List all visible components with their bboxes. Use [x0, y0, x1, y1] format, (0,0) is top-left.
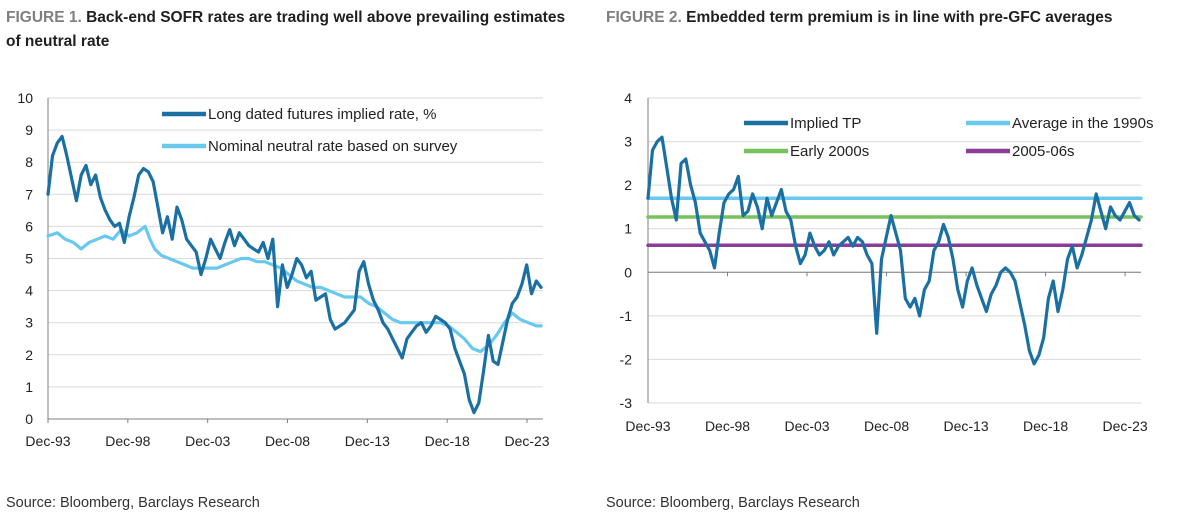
figure-1-label: FIGURE 1.	[6, 9, 82, 26]
figure-2-label: FIGURE 2.	[606, 9, 682, 26]
y-tick-label: 5	[25, 251, 33, 267]
figure-1-source: Source: Bloomberg, Barclays Research	[6, 495, 260, 511]
x-tick-label: Dec-03	[185, 433, 230, 449]
legend-label: Implied TP	[790, 115, 861, 132]
y-tick-label: -3	[620, 395, 633, 411]
x-tick-label: Dec-93	[25, 433, 70, 449]
x-tick-label: Dec-08	[265, 433, 310, 449]
x-tick-label: Dec-13	[345, 433, 390, 449]
figure-1-title-text: Back-end SOFR rates are trading well abo…	[6, 9, 566, 50]
figure-2-title: FIGURE 2. Embedded term premium is in li…	[606, 6, 1166, 30]
legend-label: Early 2000s	[790, 143, 869, 160]
x-tick-label: Dec-98	[105, 433, 150, 449]
x-tick-label: Dec-03	[784, 418, 829, 434]
x-tick-label: Dec-23	[1103, 418, 1148, 434]
series-line-implied-tp	[646, 135, 1141, 366]
figure-1-chart: 0 1 2 3 4 5 6 7 8 9 10 Dec-93 Dec-98 Dec-03 Dec-08 Dec-…	[17, 90, 549, 449]
y-tick-label: 3	[624, 134, 632, 150]
legend-label: Average in the 1990s	[1012, 115, 1154, 132]
y-tick-label: -1	[620, 308, 633, 324]
figure-2-title-text: Embedded term premium is in line with pr…	[686, 9, 1113, 26]
y-tick-label: 4	[624, 90, 632, 106]
y-tick-label: 6	[25, 218, 33, 234]
x-tick-label: Dec-98	[705, 418, 750, 434]
y-tick-label: 1	[624, 221, 632, 237]
figure-1-title: FIGURE 1. Back-end SOFR rates are tradin…	[6, 6, 566, 54]
y-tick-label: 9	[25, 122, 33, 138]
x-tick-label: Dec-08	[864, 418, 909, 434]
y-tick-label: 0	[624, 264, 632, 280]
x-tick-label: Dec-13	[943, 418, 988, 434]
x-tick-label: Dec-93	[625, 418, 670, 434]
legend-label: Long dated futures implied rate, %	[208, 106, 436, 123]
y-tick-label: 1	[25, 379, 33, 395]
y-tick-label: 8	[25, 154, 33, 170]
y-tick-label: -2	[620, 351, 633, 367]
y-tick-label: 2	[624, 177, 632, 193]
x-tick-label: Dec-23	[504, 433, 549, 449]
y-tick-label: 7	[25, 186, 33, 202]
legend-label: Nominal neutral rate based on survey	[208, 138, 458, 155]
figure-2-source: Source: Bloomberg, Barclays Research	[606, 495, 860, 511]
y-tick-label: 0	[25, 411, 33, 427]
y-tick-label: 10	[17, 90, 33, 106]
figure-2-panel: FIGURE 2. Embedded term premium is in li…	[600, 0, 1175, 524]
y-tick-label: 4	[25, 283, 33, 299]
figure-1-panel: FIGURE 1. Back-end SOFR rates are tradin…	[0, 0, 575, 524]
x-tick-label: Dec-18	[1023, 418, 1068, 434]
series-line-nominal-neutral-rate-based-on-survey	[46, 224, 543, 354]
y-tick-label: 2	[25, 347, 33, 363]
series-line-long-dated-futures-implied-rate	[46, 134, 543, 415]
y-tick-label: 3	[25, 315, 33, 331]
figure-2-chart: -3 -2 -1 0 1 2 3 4 Dec-93 Dec-98 Dec-03 Dec-08 Dec-1…	[620, 90, 1154, 434]
legend-label: 2005-06s	[1012, 143, 1075, 160]
x-tick-label: Dec-18	[425, 433, 470, 449]
